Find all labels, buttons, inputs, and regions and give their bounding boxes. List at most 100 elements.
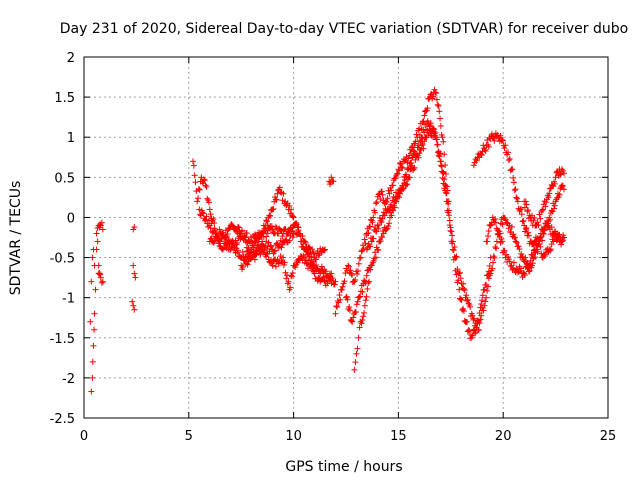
data-point <box>356 324 363 331</box>
data-point <box>290 214 297 221</box>
data-point <box>393 171 400 178</box>
data-point <box>352 308 359 315</box>
data-point <box>96 270 103 277</box>
data-point <box>433 96 440 103</box>
data-point <box>505 157 512 164</box>
data-point <box>288 206 295 213</box>
data-point <box>489 259 496 266</box>
data-point <box>552 174 559 181</box>
data-point <box>434 101 441 108</box>
data-point <box>358 320 365 327</box>
data-point <box>98 219 105 226</box>
data-point <box>484 287 491 294</box>
data-point <box>512 186 519 193</box>
data-point <box>435 102 442 109</box>
data-point <box>437 150 444 157</box>
data-point <box>210 216 217 223</box>
data-point <box>311 270 318 277</box>
data-point <box>502 216 509 223</box>
data-point <box>550 238 557 245</box>
data-point <box>412 156 419 163</box>
data-point <box>520 217 527 224</box>
data-point <box>413 131 420 138</box>
data-point <box>559 182 566 189</box>
data-point <box>386 190 393 197</box>
data-point <box>93 230 100 237</box>
data-point <box>196 186 203 193</box>
y-tick-label: 1 <box>67 131 75 146</box>
data-point <box>348 270 355 277</box>
data-point <box>386 220 393 227</box>
data-point <box>551 202 558 209</box>
data-point <box>523 201 530 208</box>
data-point <box>346 303 353 310</box>
data-point <box>471 330 478 337</box>
data-point <box>357 254 364 261</box>
data-point <box>357 288 364 295</box>
data-point <box>278 244 285 251</box>
data-point <box>200 210 207 217</box>
data-point <box>241 233 248 240</box>
x-tick-label: 0 <box>80 429 88 444</box>
data-point <box>357 293 364 300</box>
data-point <box>375 247 382 254</box>
data-point <box>492 219 499 226</box>
data-point <box>421 112 428 119</box>
data-point <box>509 166 516 173</box>
data-point <box>337 296 344 303</box>
data-point <box>511 187 518 194</box>
data-point <box>280 262 287 269</box>
data-point <box>487 222 494 229</box>
data-point <box>269 262 276 269</box>
data-point <box>95 262 102 269</box>
data-point <box>406 174 413 181</box>
data-point <box>551 180 558 187</box>
data-point <box>313 256 320 263</box>
data-point <box>434 141 441 148</box>
data-point <box>372 209 379 216</box>
data-point <box>89 254 96 261</box>
data-point <box>379 215 386 222</box>
data-point <box>388 204 395 211</box>
data-point <box>318 263 325 270</box>
data-point <box>459 306 466 313</box>
data-point <box>93 246 100 253</box>
data-point <box>131 270 138 277</box>
data-point <box>367 266 374 273</box>
data-point <box>556 191 563 198</box>
data-point <box>229 222 236 229</box>
data-point <box>510 231 517 238</box>
data-point <box>477 316 484 323</box>
grid-layer <box>84 57 608 418</box>
data-point <box>437 115 444 122</box>
data-point <box>211 238 218 245</box>
data-point <box>461 287 468 294</box>
data-point <box>361 309 368 316</box>
data-point <box>411 164 418 171</box>
data-point <box>291 222 298 229</box>
data-point <box>515 243 522 250</box>
data-point <box>397 190 404 197</box>
x-tick-label: 25 <box>600 429 617 444</box>
data-point <box>410 166 417 173</box>
data-point <box>535 240 542 247</box>
data-point <box>427 120 434 127</box>
data-point <box>282 226 289 233</box>
data-point <box>359 317 366 324</box>
data-point <box>89 374 96 381</box>
data-point <box>464 328 471 335</box>
data-point <box>540 230 547 237</box>
data-point <box>219 229 226 236</box>
data-point <box>88 278 95 285</box>
data-point <box>352 359 359 366</box>
data-point <box>560 170 567 177</box>
data-point <box>478 152 485 159</box>
data-point <box>355 260 362 267</box>
data-point <box>354 298 361 305</box>
data-point <box>557 171 564 178</box>
data-point <box>309 249 316 256</box>
data-point <box>244 247 251 254</box>
data-point <box>336 292 343 299</box>
data-point <box>510 174 517 181</box>
data-point <box>502 142 509 149</box>
